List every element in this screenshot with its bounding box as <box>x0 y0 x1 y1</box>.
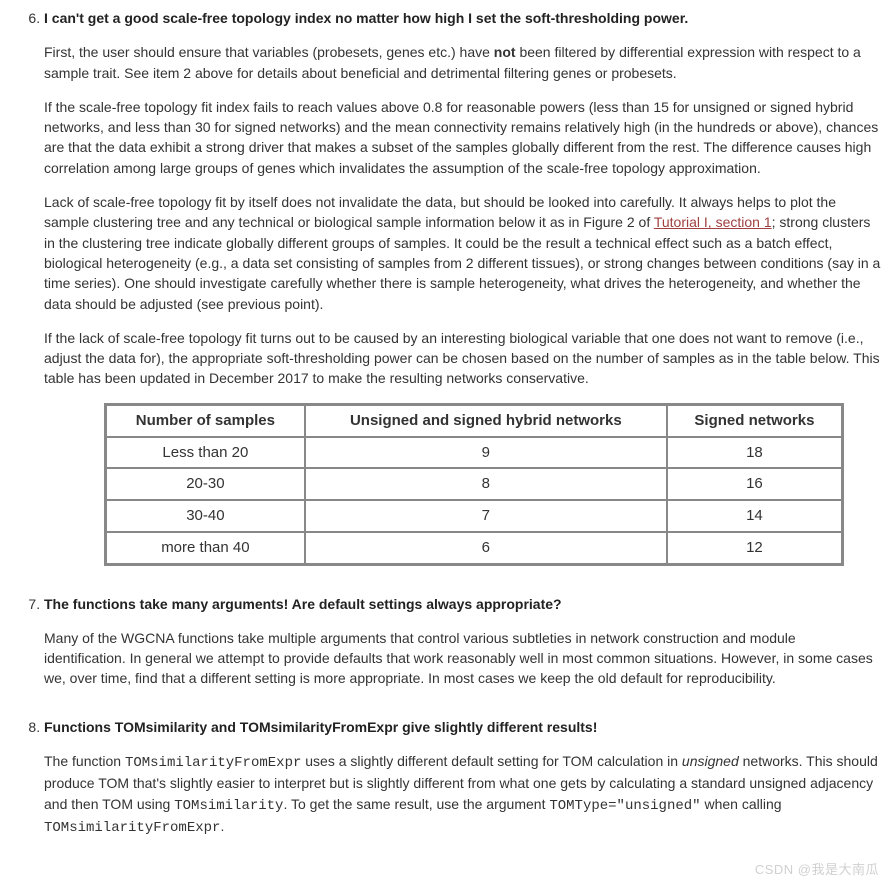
table-cell: 8 <box>305 468 667 500</box>
text-run: Many of the WGCNA functions take multipl… <box>44 630 873 687</box>
faq-item-6: I can't get a good scale-free topology i… <box>44 8 881 566</box>
text-run: . <box>220 818 224 834</box>
faq-item-7: The functions take many arguments! Are d… <box>44 594 881 689</box>
code-span: TOMsimilarity <box>174 798 283 814</box>
text-run: The function <box>44 753 125 769</box>
faq-list: I can't get a good scale-free topology i… <box>12 8 881 838</box>
paragraph: The function TOMsimilarityFromExpr uses … <box>44 751 881 838</box>
table-header: Signed networks <box>667 405 842 437</box>
code-span: TOMsimilarityFromExpr <box>125 755 301 771</box>
table-header: Unsigned and signed hybrid networks <box>305 405 667 437</box>
table-cell: 9 <box>305 437 667 469</box>
table-row: 20-30816 <box>106 468 842 500</box>
text-run: when calling <box>701 796 782 812</box>
table-row: Less than 20918 <box>106 437 842 469</box>
faq-title: The functions take many arguments! Are d… <box>44 596 562 612</box>
faq-item-8: Functions TOMsimilarity and TOMsimilarit… <box>44 717 881 838</box>
text-run: If the scale-free topology fit index fai… <box>44 99 878 176</box>
text-run: If the lack of scale-free topology fit t… <box>44 330 880 387</box>
table-cell: 18 <box>667 437 842 469</box>
paragraph: Lack of scale-free topology fit by itsel… <box>44 192 881 314</box>
table-cell: 7 <box>305 500 667 532</box>
table-cell: 30-40 <box>106 500 305 532</box>
faq-title: I can't get a good scale-free topology i… <box>44 10 688 26</box>
paragraph: Many of the WGCNA functions take multipl… <box>44 628 881 689</box>
paragraph: If the scale-free topology fit index fai… <box>44 97 881 178</box>
table-cell: Less than 20 <box>106 437 305 469</box>
text-run: First, the user should ensure that varia… <box>44 44 494 60</box>
paragraph: First, the user should ensure that varia… <box>44 42 881 83</box>
faq-title: Functions TOMsimilarity and TOMsimilarit… <box>44 719 597 735</box>
code-span: TOMsimilarityFromExpr <box>44 820 220 836</box>
table-cell: more than 40 <box>106 532 305 564</box>
power-table: Number of samplesUnsigned and signed hyb… <box>104 403 844 566</box>
table-cell: 16 <box>667 468 842 500</box>
tutorial-link[interactable]: Tutorial I, section 1 <box>654 214 772 230</box>
table-row: 30-40714 <box>106 500 842 532</box>
table-row: more than 40612 <box>106 532 842 564</box>
watermark: CSDN @我是大南瓜 <box>755 861 879 880</box>
paragraph: If the lack of scale-free topology fit t… <box>44 328 881 389</box>
table-cell: 12 <box>667 532 842 564</box>
text-run: uses a slightly different default settin… <box>301 753 682 769</box>
table-cell: 20-30 <box>106 468 305 500</box>
table-cell: 14 <box>667 500 842 532</box>
code-span: TOMType="unsigned" <box>549 798 700 814</box>
text-run: unsigned <box>682 753 739 769</box>
table-cell: 6 <box>305 532 667 564</box>
table-header: Number of samples <box>106 405 305 437</box>
text-run: not <box>494 44 516 60</box>
text-run: . To get the same result, use the argume… <box>283 796 549 812</box>
